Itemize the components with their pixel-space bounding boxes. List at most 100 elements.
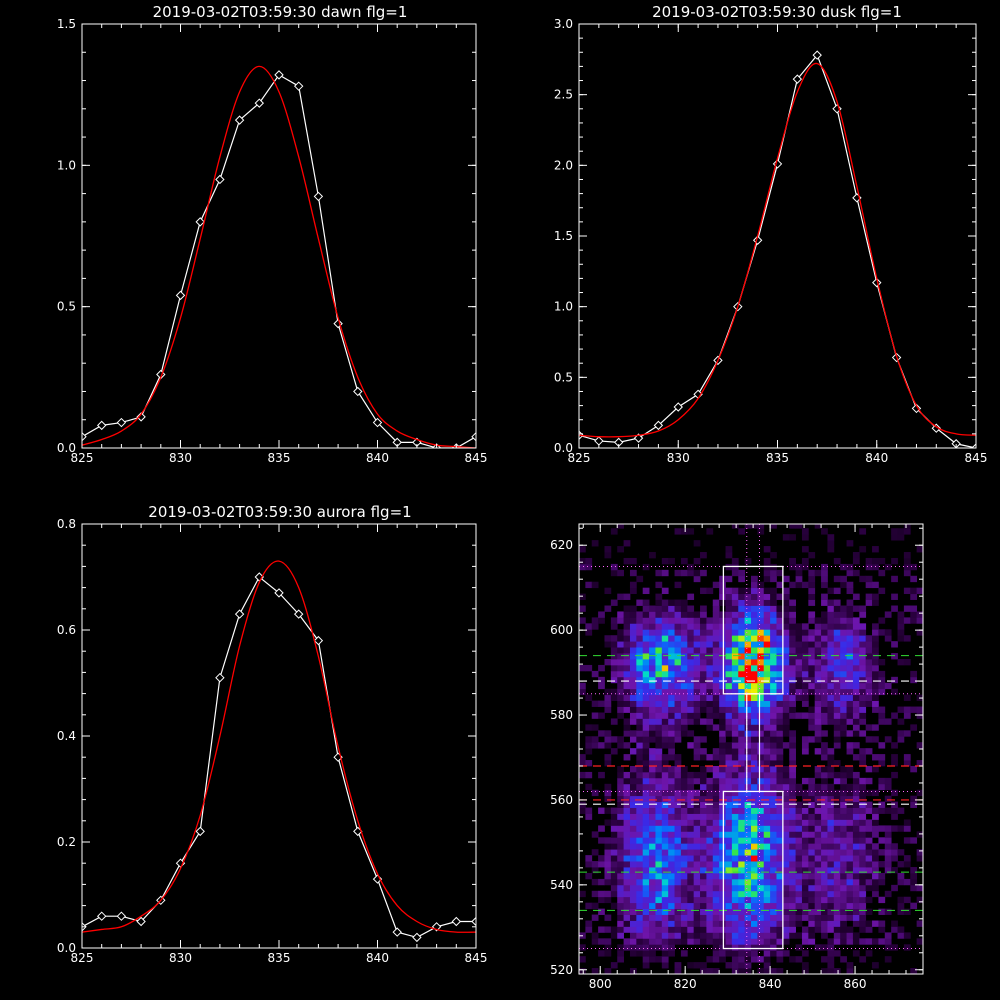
heatmap-cell [642, 653, 650, 660]
heatmap-cell [916, 742, 923, 749]
heatmap-cell [579, 944, 586, 951]
heatmap-cell [617, 956, 624, 963]
heatmap-cell [859, 789, 867, 797]
heatmap-cell [629, 944, 637, 951]
heatmap-cell [833, 682, 841, 690]
heatmap-cell [757, 593, 765, 600]
heatmap-cell [712, 676, 720, 684]
heatmap-cell [872, 878, 879, 886]
heatmap-cell [731, 623, 739, 630]
heatmap-cell [763, 872, 771, 880]
heatmap-cell [833, 789, 841, 797]
heatmap-cell [782, 688, 790, 696]
heatmap-cell [821, 789, 828, 797]
heatmap-cell [808, 647, 816, 654]
heatmap-cell [700, 754, 707, 761]
heatmap-cell [674, 896, 682, 904]
heatmap-cell [770, 599, 777, 606]
heatmap-cell [897, 908, 905, 915]
heatmap-cell [859, 659, 867, 666]
heatmap-cell [789, 760, 796, 767]
heatmap-cell [782, 795, 790, 803]
heatmap-cell [846, 641, 854, 648]
heatmap-cell [916, 760, 923, 767]
heatmap-cell [795, 831, 803, 838]
heatmap-cell [782, 896, 790, 904]
heatmap-cell [770, 902, 777, 910]
heatmap-cell [649, 700, 656, 707]
heatmap-cell [846, 653, 854, 660]
heatmap-cell [636, 765, 644, 773]
heatmap-cell [840, 706, 847, 713]
dawn-data-point [175, 290, 186, 301]
heatmap-cell [661, 861, 669, 868]
heatmap-cell [776, 884, 784, 892]
heatmap-cell [801, 867, 809, 874]
heatmap-cell [757, 890, 765, 898]
heatmap-cell [872, 807, 879, 814]
aurora-plot-area [82, 560, 476, 943]
heatmap-cell [738, 926, 746, 933]
heatmap-cell [751, 825, 758, 832]
heatmap-cell [891, 605, 898, 612]
heatmap-cell [884, 795, 892, 803]
heatmap-cell [642, 819, 650, 826]
heatmap-cell [808, 629, 816, 636]
heatmap-cell [751, 605, 758, 612]
heatmap-cell [776, 653, 784, 660]
heatmap-cell [910, 611, 918, 618]
heatmap-cell [782, 843, 790, 850]
heatmap-cell [649, 801, 656, 808]
dawn-data-point [195, 217, 205, 227]
heatmap-cell [782, 694, 790, 702]
heatmap-cell [617, 629, 624, 636]
heatmap-cell [821, 813, 828, 820]
heatmap-cell [700, 617, 707, 624]
heatmap-cell [642, 801, 650, 808]
heatmap-cell [865, 563, 873, 571]
heatmap-cell [757, 813, 765, 820]
aurora-y-tick-label: 0.6 [57, 623, 76, 637]
heatmap-cell [757, 748, 765, 755]
heatmap-cell [655, 760, 663, 767]
heatmap-cell [770, 920, 777, 927]
heatmap-cell [751, 884, 758, 892]
heatmap-cell [725, 647, 733, 654]
heatmap-cell [687, 908, 695, 915]
heatmap-cell [782, 867, 790, 874]
heatmap-cell [687, 825, 695, 832]
heatmap-cell [757, 694, 765, 702]
heatmap-cell [814, 748, 822, 755]
heatmap-cell [642, 813, 650, 820]
heatmap-cell [680, 950, 688, 957]
heatmap-cell [903, 605, 911, 612]
heatmap-cell [738, 641, 746, 648]
heatmap-cell [617, 914, 624, 921]
selection-box [722, 790, 784, 950]
heatmap-cell [629, 587, 637, 595]
heatmap-cell [636, 950, 644, 957]
heatmap-cell [814, 878, 822, 886]
heatmap-cell [840, 819, 847, 826]
heatmap-cell [604, 872, 612, 880]
heatmap-cell [751, 670, 758, 678]
heatmap-cell [617, 765, 624, 773]
heatmap-cell [693, 771, 701, 779]
heatmap-cell [744, 819, 752, 826]
heatmap-cell [712, 884, 720, 892]
heatmap-cell [725, 872, 733, 880]
heatmap-cell [776, 849, 784, 856]
heatmap-cell [859, 760, 867, 767]
heatmap-cell [712, 777, 720, 785]
heatmap-cell [655, 712, 663, 719]
dawn-data-point [116, 417, 127, 428]
heatmap-cell [687, 837, 695, 844]
heatmap-cell [757, 801, 765, 808]
heatmap-cell [814, 813, 822, 820]
heatmap-cell [903, 569, 911, 577]
heatmap-cell [776, 956, 784, 963]
heatmap-cell [629, 908, 637, 915]
heatmap-cell [680, 617, 688, 624]
heatmap-cell [623, 659, 631, 666]
heatmap-cell [706, 849, 714, 856]
